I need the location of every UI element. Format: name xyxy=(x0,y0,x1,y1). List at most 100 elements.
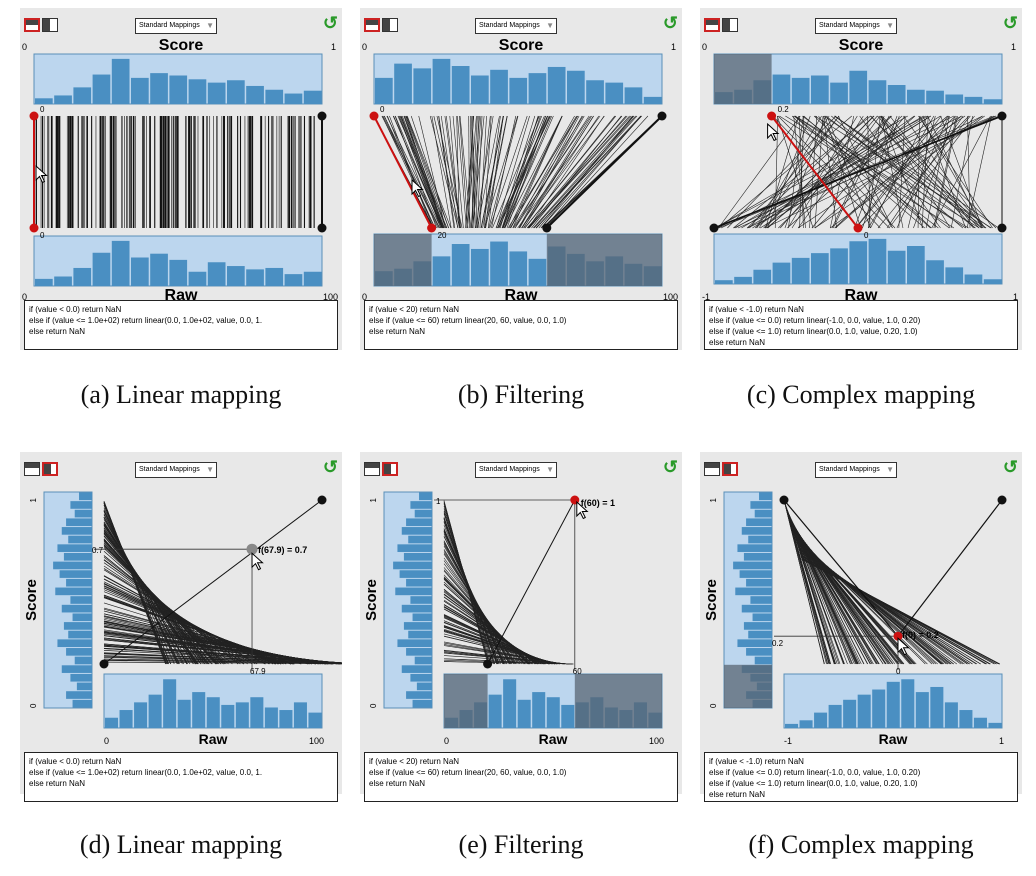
control-point-top[interactable] xyxy=(369,111,379,121)
mapping-preset-dropdown[interactable]: Standard Mappings ▼ xyxy=(815,462,897,478)
control-point-left[interactable] xyxy=(99,659,109,669)
mapping-line xyxy=(436,115,463,229)
histogram-bar xyxy=(546,697,560,728)
histogram-bar xyxy=(72,699,92,708)
horizontal-layout-button[interactable] xyxy=(24,462,40,476)
mapping-canvas[interactable]: Score 1 0 Raw 0 100 1 60 f(60) = 1 xyxy=(360,452,682,752)
control-point-mid[interactable] xyxy=(893,631,903,641)
mapping-preset-dropdown[interactable]: Standard Mappings ▼ xyxy=(475,462,557,478)
control-point-bottom[interactable] xyxy=(853,223,863,233)
control-point-top-right[interactable] xyxy=(317,111,327,121)
control-point-top-right[interactable] xyxy=(997,111,1007,121)
mapping-line xyxy=(735,115,924,229)
code-line: else return NaN xyxy=(369,779,426,788)
mapping-line xyxy=(927,115,982,229)
histogram-bar xyxy=(265,267,284,286)
histogram-bar xyxy=(750,501,772,509)
point-label: 20 xyxy=(438,231,447,240)
caption-b: (b) Filtering xyxy=(457,380,585,409)
control-point-right[interactable] xyxy=(997,495,1007,505)
horizontal-layout-button[interactable] xyxy=(24,18,40,32)
control-point-bottom-right[interactable] xyxy=(997,223,1007,233)
hover-point[interactable] xyxy=(246,543,258,555)
control-point-top-right[interactable] xyxy=(657,111,667,121)
vertical-layout-button[interactable] xyxy=(42,462,58,476)
mapping-line xyxy=(405,115,443,229)
histogram-bar xyxy=(828,704,842,728)
control-point-bottom[interactable] xyxy=(483,659,493,669)
control-point-bottom-right[interactable] xyxy=(317,223,327,233)
control-point-bottom[interactable] xyxy=(427,223,437,233)
refresh-icon[interactable]: ↺ xyxy=(1002,13,1018,33)
mapping-line xyxy=(484,115,508,229)
code-line: else return NaN xyxy=(709,790,766,799)
refresh-icon[interactable]: ↺ xyxy=(662,457,678,477)
mapping-line xyxy=(783,500,825,665)
mapping-preset-dropdown[interactable]: Standard Mappings ▼ xyxy=(135,18,217,34)
mapping-canvas[interactable]: Score 1 0 Raw 0 100 0.7 67.9 f(67.9) = 0.7 xyxy=(20,452,342,752)
mapping-line xyxy=(103,521,194,665)
histogram-bar xyxy=(907,89,925,104)
horizontal-layout-button[interactable] xyxy=(364,18,380,32)
control-point-right[interactable] xyxy=(317,495,327,505)
refresh-icon[interactable]: ↺ xyxy=(322,457,338,477)
control-point-mid[interactable] xyxy=(542,223,552,233)
filter-shade xyxy=(574,674,662,728)
histogram-bar xyxy=(926,90,944,104)
histogram-bar xyxy=(57,544,92,552)
horizontal-layout-button[interactable] xyxy=(364,462,380,476)
histogram-bar xyxy=(53,561,92,570)
histogram-bar xyxy=(743,552,772,561)
mapping-canvas[interactable]: Score 0 1 Raw 0 100 0 0 xyxy=(20,8,342,308)
mapping-line xyxy=(443,570,526,665)
histogram-bar xyxy=(207,82,226,104)
mapping-line xyxy=(472,115,476,229)
control-point-top[interactable] xyxy=(29,111,39,121)
mapping-line xyxy=(784,115,826,229)
raw-max-label: 100 xyxy=(649,736,664,746)
mapping-line xyxy=(418,115,446,229)
control-point-bottom[interactable] xyxy=(29,223,39,233)
control-point-top[interactable] xyxy=(767,111,777,121)
refresh-icon[interactable]: ↺ xyxy=(322,13,338,33)
vertical-layout-button[interactable] xyxy=(42,18,58,32)
horizontal-layout-button[interactable] xyxy=(704,18,720,32)
code-line: else if (value <= 0.0) return linear(-1.… xyxy=(709,316,921,325)
vertical-layout-button[interactable] xyxy=(722,18,738,32)
vertical-layout-button[interactable] xyxy=(382,462,398,476)
score-max-label: 1 xyxy=(29,497,38,502)
histogram-bar xyxy=(55,587,92,596)
layout-horizontal-icon xyxy=(706,20,718,25)
raw-max-label: 100 xyxy=(663,292,678,302)
mapping-line xyxy=(514,115,590,229)
control-point-left[interactable] xyxy=(709,223,719,233)
mapping-line xyxy=(103,523,196,665)
mapping-line xyxy=(503,115,552,229)
mapping-code-box: if (value < -1.0) return NaN else if (val… xyxy=(704,300,1018,350)
histogram-bar xyxy=(92,252,111,286)
histogram-bar xyxy=(490,69,508,104)
mapping-canvas[interactable]: Score 0 1 Raw 0 100 0 20 xyxy=(360,8,682,308)
histogram-bar xyxy=(799,720,813,728)
histogram-bar xyxy=(528,258,547,286)
point-label: 67.9 xyxy=(250,667,266,676)
point-label: 60 xyxy=(573,667,582,676)
refresh-icon[interactable]: ↺ xyxy=(1002,457,1018,477)
mapping-preset-dropdown[interactable]: Standard Mappings ▼ xyxy=(815,18,897,34)
mapping-canvas[interactable]: Score 0 1 Raw -1 1 0.2 0 xyxy=(700,8,1022,308)
vertical-layout-button[interactable] xyxy=(722,462,738,476)
score-axis-title: Score xyxy=(23,579,40,621)
mapping-canvas[interactable]: Score 1 0 Raw -1 1 0.2 0 f(0) = 0.2 xyxy=(700,452,1022,752)
histogram-bar xyxy=(397,639,432,648)
histogram-bar xyxy=(408,535,432,544)
horizontal-layout-button[interactable] xyxy=(704,462,720,476)
mapping-preset-dropdown[interactable]: Standard Mappings ▼ xyxy=(135,462,217,478)
score-min-label: 0 xyxy=(709,703,718,708)
histogram-bar xyxy=(964,96,983,104)
control-point-left[interactable] xyxy=(779,495,789,505)
mapping-preset-dropdown[interactable]: Standard Mappings ▼ xyxy=(475,18,557,34)
histogram-bar xyxy=(74,656,92,665)
vertical-layout-button[interactable] xyxy=(382,18,398,32)
histogram-bar xyxy=(432,58,451,104)
refresh-icon[interactable]: ↺ xyxy=(662,13,678,33)
